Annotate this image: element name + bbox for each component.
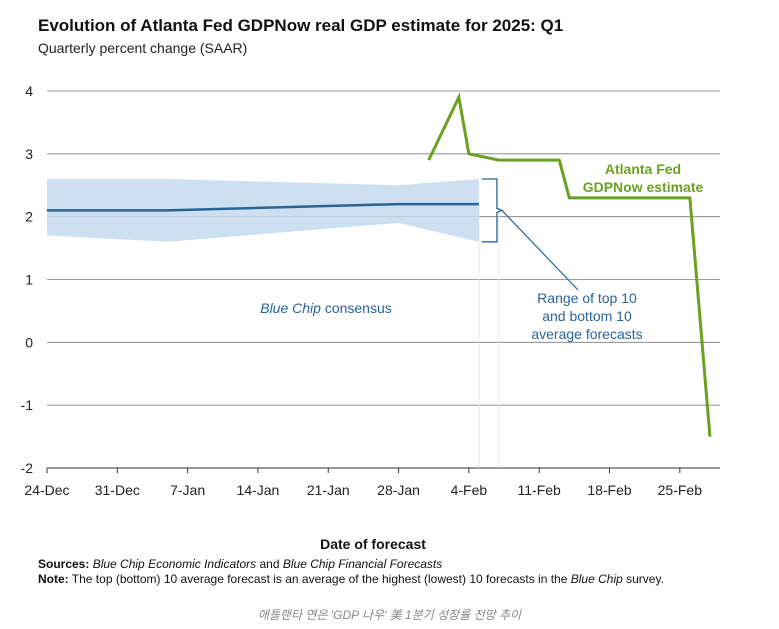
- range-label-line3: average forecasts: [531, 326, 642, 342]
- y-tick-label-3: 3: [25, 146, 33, 162]
- range-leader-line: [501, 209, 579, 291]
- y-tick-label-4: 4: [25, 83, 33, 99]
- gridlines: [47, 90, 720, 406]
- y-tick-label--2: -2: [21, 460, 34, 476]
- gdpnow-label-line1: Atlanta Fed: [605, 161, 681, 177]
- sources-line: Sources: Blue Chip Economic Indicators a…: [38, 557, 738, 572]
- x-tick-label-18-Feb: 18-Feb: [587, 482, 632, 498]
- x-tick-label-24-Dec: 24-Dec: [24, 482, 69, 498]
- series-lines: [46, 92, 712, 437]
- sources-label: Sources:: [38, 557, 90, 571]
- image-caption: 애틀랜타 연은 'GDP 나우' 美 1분기 성장률 전망 추이: [257, 608, 522, 622]
- x-tick-label-7-Jan: 7-Jan: [170, 482, 205, 498]
- chart-subtitle: Quarterly percent change (SAAR): [38, 40, 248, 56]
- x-tick-label-4-Feb: 4-Feb: [451, 482, 488, 498]
- consensus-label-italic: Blue Chip: [260, 300, 325, 316]
- sources-title-2: Blue Chip Financial Forecasts: [282, 557, 443, 571]
- y-tick-label-2: 2: [25, 209, 33, 225]
- annotations: Atlanta Fed GDPNow estimate Blue Chip cons…: [260, 161, 703, 342]
- note-italic: Blue Chip: [570, 572, 623, 586]
- range-bracket: [481, 178, 504, 243]
- range-band: [47, 178, 479, 242]
- x-axis: 24-Dec 31-Dec 7-Jan 14-Jan 21-Jan 28-Jan 4-Feb…: [24, 204, 720, 498]
- consensus-label: Blue Chip consensus: [260, 300, 392, 316]
- blue-chip-consensus-line: [47, 202, 479, 212]
- y-tick-label-0: 0: [25, 334, 33, 350]
- x-tick-label-21-Jan: 21-Jan: [307, 482, 350, 498]
- sources-and: and: [259, 557, 280, 571]
- y-tick-labels: 4 3 2 1 0 -1 -2: [21, 83, 34, 476]
- gdpnow-line: [427, 92, 712, 437]
- range-label-line2: and bottom 10: [542, 308, 632, 324]
- x-axis-label: Date of forecast: [320, 536, 426, 552]
- x-tick-label-14-Jan: 14-Jan: [237, 482, 280, 498]
- note-text: The top (bottom) 10 average forecast is …: [71, 572, 568, 586]
- range-band-area: [47, 178, 479, 242]
- x-tick-label-25-Feb: 25-Feb: [658, 482, 703, 498]
- x-tick-label-28-Jan: 28-Jan: [377, 482, 420, 498]
- y-tick-label--1: -1: [21, 397, 34, 413]
- x-tick-label-31-Dec: 31-Dec: [95, 482, 140, 498]
- x-tick-label-11-Feb: 11-Feb: [518, 482, 562, 498]
- note-end: survey.: [626, 572, 664, 586]
- note-line: Note: The top (bottom) 10 average foreca…: [38, 572, 738, 587]
- chart-title: Evolution of Atlanta Fed GDPNow real GDP…: [38, 16, 564, 35]
- note-label: Note:: [38, 572, 69, 586]
- gdpnow-label-line2: GDPNow estimate: [583, 179, 704, 195]
- consensus-label-rest: consensus: [325, 300, 392, 316]
- range-label-line1: Range of top 10: [537, 290, 637, 306]
- source-notes: Sources: Blue Chip Economic Indicators a…: [38, 557, 738, 587]
- sources-title-1: Blue Chip Economic Indicators: [92, 557, 257, 571]
- y-tick-label-1: 1: [25, 272, 33, 288]
